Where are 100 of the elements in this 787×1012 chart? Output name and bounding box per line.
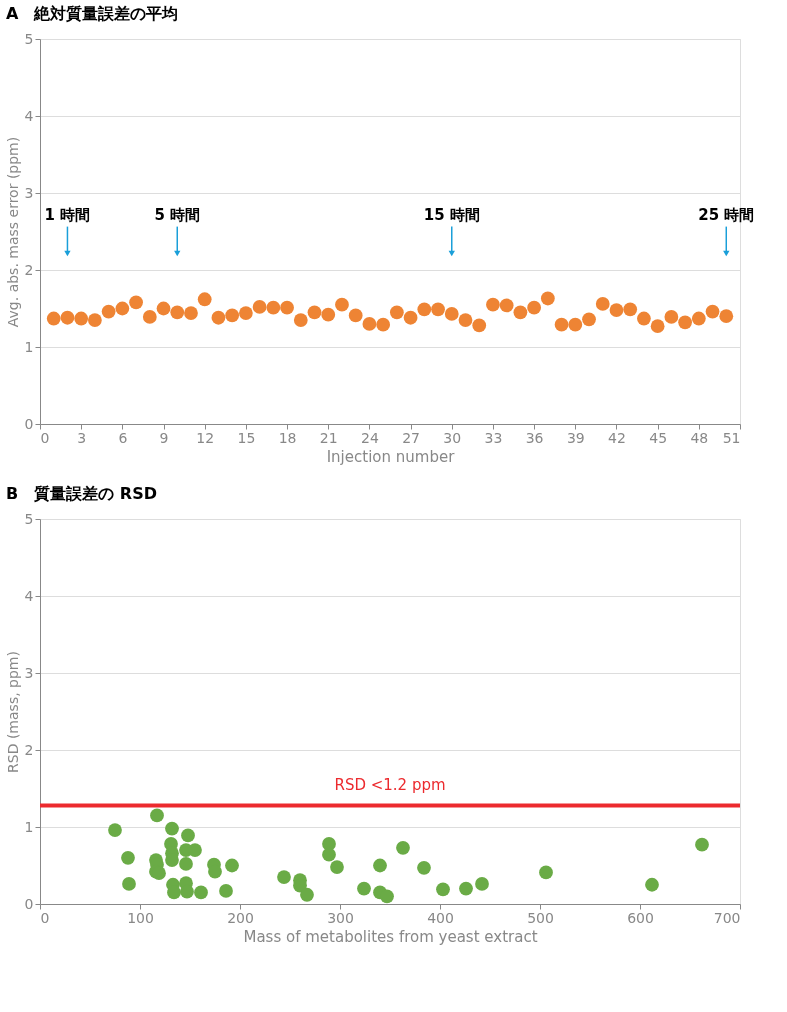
x-tick-label: 36 bbox=[525, 429, 544, 446]
point bbox=[459, 881, 473, 896]
x-tick-label: 24 bbox=[361, 429, 379, 446]
point bbox=[444, 307, 459, 321]
x-tick-label: 0 bbox=[40, 429, 50, 446]
x-tick-label: 500 bbox=[527, 909, 554, 926]
y-tick-label: 5 bbox=[24, 30, 34, 47]
point bbox=[389, 305, 404, 320]
point bbox=[719, 309, 734, 324]
point bbox=[307, 305, 322, 320]
y-tick-label: 4 bbox=[24, 107, 34, 124]
x-tick-label: 300 bbox=[327, 909, 354, 926]
point bbox=[417, 302, 432, 317]
point bbox=[88, 313, 102, 327]
annotation: 5 時間 bbox=[154, 205, 201, 224]
point bbox=[458, 313, 473, 327]
x-axis-title: Mass of metabolites from yeast extract bbox=[243, 927, 538, 946]
point bbox=[156, 301, 171, 316]
y-axis-title: RSD (mass, ppm) bbox=[4, 651, 21, 773]
point bbox=[472, 318, 487, 333]
point bbox=[184, 306, 198, 320]
point bbox=[396, 840, 410, 855]
y-tick-label: 2 bbox=[24, 741, 34, 758]
y-tick-label: 3 bbox=[24, 184, 34, 201]
annotation: 15 時間 bbox=[423, 205, 480, 224]
x-tick-label: 3 bbox=[77, 429, 87, 446]
point bbox=[595, 297, 610, 311]
point bbox=[167, 885, 181, 900]
chart-title: A 絶対質量誤差の平均 bbox=[6, 4, 179, 23]
x-tick-label: 21 bbox=[319, 429, 338, 446]
x-tick-label: 45 bbox=[649, 429, 668, 446]
annotation: 1 時間 bbox=[44, 205, 91, 224]
point bbox=[180, 884, 194, 899]
point bbox=[280, 300, 294, 315]
point bbox=[60, 310, 75, 325]
point bbox=[335, 297, 349, 312]
point bbox=[211, 310, 226, 325]
x-tick-label: 6 bbox=[118, 429, 128, 446]
point bbox=[650, 319, 665, 334]
point bbox=[475, 877, 489, 891]
point bbox=[376, 317, 391, 332]
x-tick-label: 30 bbox=[443, 429, 462, 446]
point bbox=[486, 297, 500, 312]
x-tick-label: 42 bbox=[608, 429, 626, 446]
point bbox=[266, 300, 281, 315]
y-tick-label: 2 bbox=[24, 261, 34, 278]
x-tick-label: 400 bbox=[427, 909, 454, 926]
point bbox=[179, 857, 193, 871]
x-tick-label: 39 bbox=[566, 429, 585, 446]
x-tick-label: 0 bbox=[40, 909, 50, 926]
point bbox=[348, 308, 363, 323]
point bbox=[539, 865, 553, 880]
point bbox=[645, 877, 659, 892]
y-tick-label: 0 bbox=[24, 415, 34, 432]
y-tick-label: 0 bbox=[24, 895, 34, 912]
point bbox=[403, 310, 418, 325]
point bbox=[609, 303, 624, 317]
point bbox=[678, 315, 692, 330]
point bbox=[101, 304, 116, 319]
point bbox=[238, 306, 253, 320]
point bbox=[417, 860, 431, 875]
point bbox=[695, 837, 709, 852]
y-tick-label: 4 bbox=[24, 587, 34, 604]
y-axis-title: Avg. abs. mass error (ppm) bbox=[4, 136, 21, 328]
point bbox=[225, 858, 239, 873]
y-tick-label: 1 bbox=[24, 338, 34, 355]
point bbox=[129, 295, 143, 310]
point bbox=[527, 300, 542, 315]
chart-title: B 質量誤差の RSD bbox=[6, 484, 157, 503]
point bbox=[322, 847, 336, 862]
point bbox=[225, 308, 240, 323]
point bbox=[357, 881, 371, 896]
point bbox=[108, 823, 122, 837]
point bbox=[321, 307, 336, 322]
point bbox=[293, 313, 308, 327]
point bbox=[380, 889, 394, 904]
point bbox=[540, 291, 555, 306]
y-tick-label: 3 bbox=[24, 664, 34, 681]
point bbox=[300, 887, 314, 902]
point bbox=[705, 304, 720, 319]
point bbox=[277, 870, 291, 884]
x-tick-label: 33 bbox=[484, 429, 503, 446]
x-tick-label: 18 bbox=[278, 429, 297, 446]
point bbox=[188, 843, 202, 857]
point bbox=[115, 301, 130, 316]
point bbox=[181, 828, 195, 843]
x-axis-title: Injection number bbox=[326, 447, 456, 466]
x-tick-label: 700 bbox=[713, 909, 741, 926]
point bbox=[330, 860, 344, 874]
point bbox=[219, 884, 233, 898]
x-tick-label: 100 bbox=[127, 909, 154, 926]
point bbox=[170, 305, 185, 320]
y-tick-label: 1 bbox=[24, 818, 34, 835]
point bbox=[513, 305, 528, 320]
point bbox=[691, 311, 706, 326]
point bbox=[431, 302, 445, 317]
point bbox=[568, 317, 583, 332]
ref-line-label: RSD <1.2 ppm bbox=[334, 776, 446, 795]
point bbox=[637, 311, 651, 326]
x-tick-label: 600 bbox=[627, 909, 654, 926]
